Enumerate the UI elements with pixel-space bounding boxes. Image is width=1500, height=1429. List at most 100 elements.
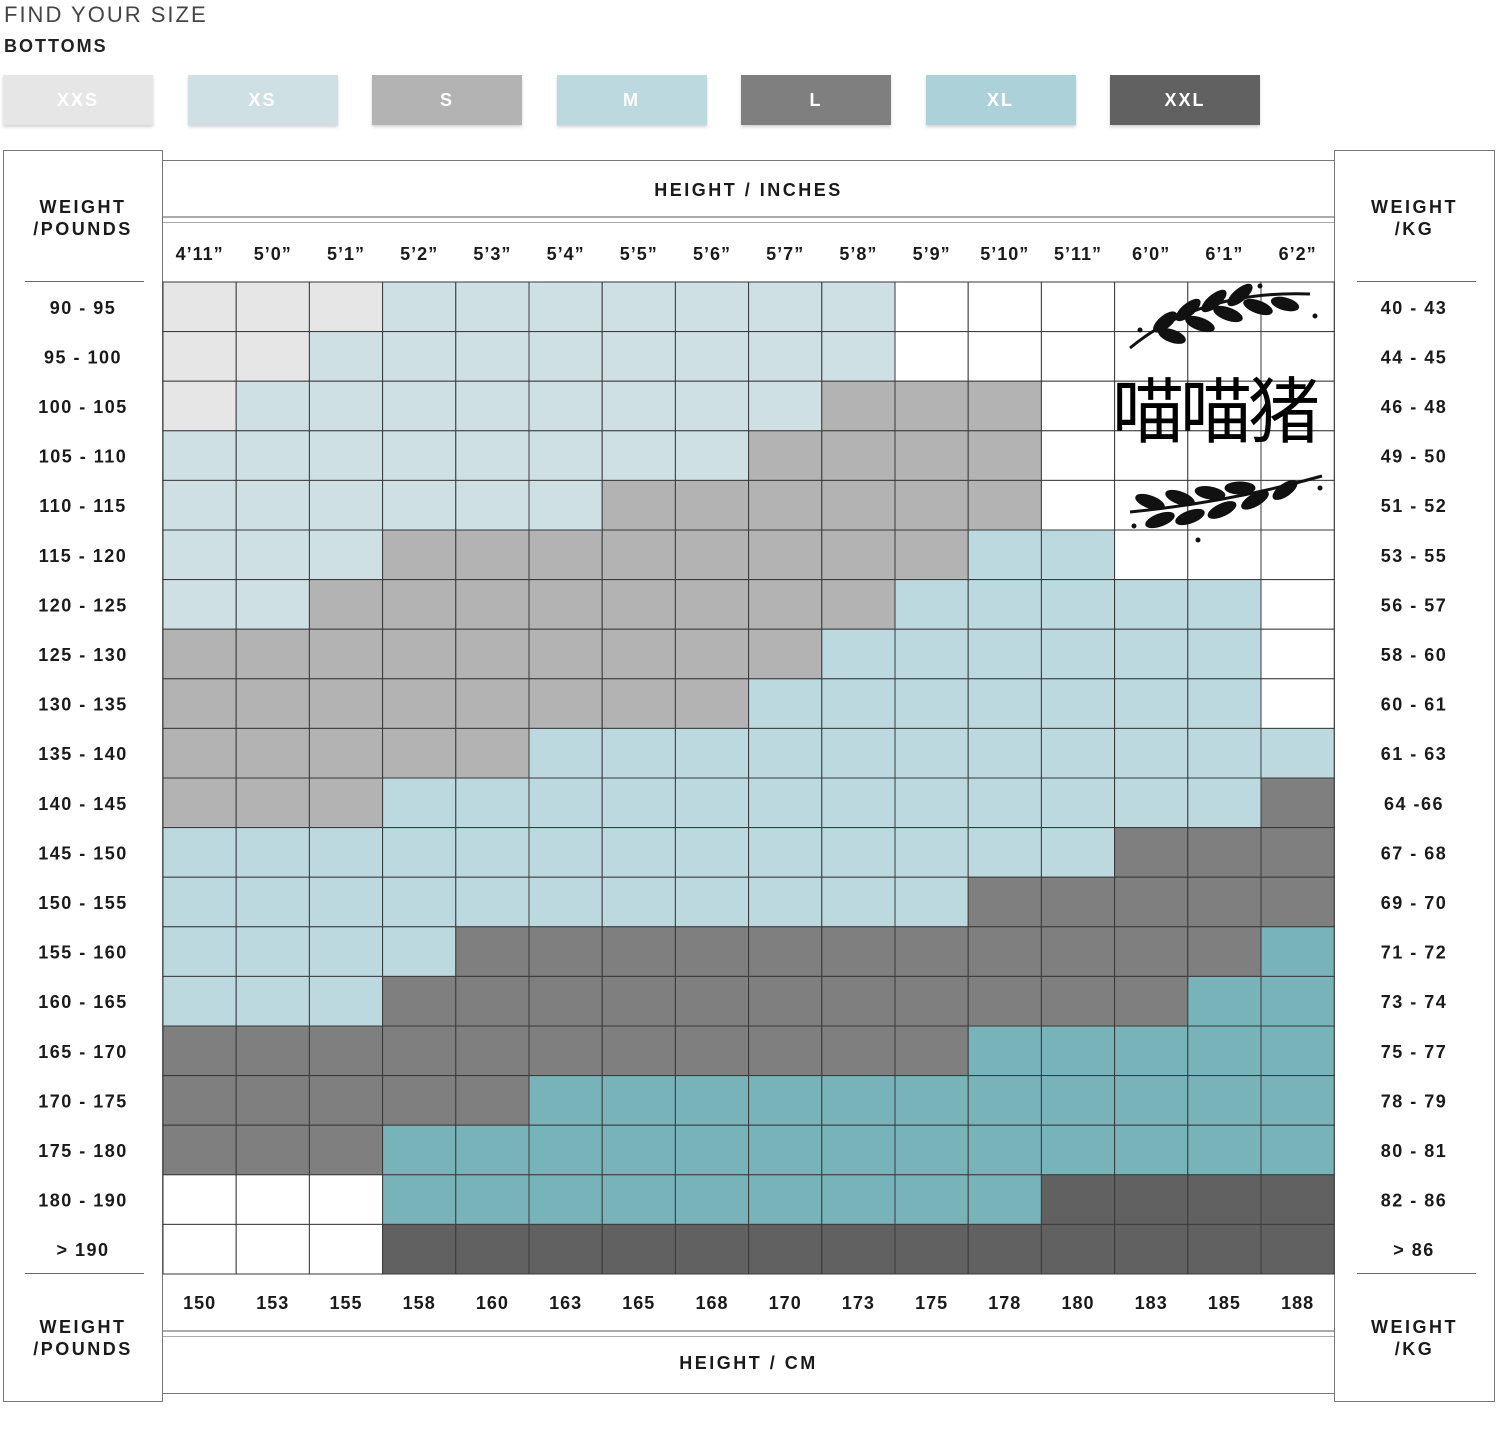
grid-cell (1114, 777, 1189, 829)
grid-cell (601, 975, 676, 1027)
grid-cell (455, 331, 530, 382)
tick-label-pounds: 135 - 140 (38, 744, 128, 764)
grid-cell (528, 777, 603, 829)
grid-cell (1114, 380, 1189, 432)
grid-cell (601, 628, 676, 680)
grid-cell (821, 529, 896, 581)
grid-cell (382, 975, 457, 1027)
grid-cell (674, 1223, 750, 1275)
tick-label-inches: 5’4” (547, 244, 585, 264)
grid-cell (967, 1124, 1042, 1176)
grid-cell (528, 331, 603, 382)
grid-cell (1114, 579, 1189, 630)
tick-label-kg: 46 - 48 (1381, 397, 1448, 417)
grid-cell (162, 628, 237, 680)
grid-cell (382, 827, 457, 878)
tick-label-pounds: 95 - 100 (44, 347, 122, 367)
grid-cell (967, 331, 1042, 382)
grid-cell (601, 827, 676, 878)
grid-cell (1187, 678, 1262, 729)
grid-cell (674, 876, 750, 928)
grid-cell (894, 926, 969, 977)
grid-cell (601, 1075, 676, 1126)
height-cm-label: HEIGHT / CM (679, 1353, 818, 1373)
grid-cell (235, 430, 310, 481)
grid-cell (455, 727, 530, 779)
grid-cell (1114, 975, 1189, 1027)
grid-cell (1114, 1174, 1189, 1225)
grid-cell (748, 331, 823, 382)
page-subtitle: BOTTOMS (4, 36, 108, 56)
left-weight-panel (3, 150, 163, 1402)
grid-cell (967, 628, 1042, 680)
grid-cell (894, 777, 969, 829)
tick-label-inches: 5’9” (913, 244, 951, 264)
tick-label-inches: 6’1” (1205, 244, 1243, 264)
grid-cell (382, 479, 457, 531)
tick-label-pounds: 105 - 110 (39, 447, 128, 467)
grid-cell (235, 827, 310, 878)
grid-cell (748, 1075, 823, 1126)
grid-cell (382, 281, 457, 333)
grid-cell (748, 1174, 823, 1225)
grid-cell (894, 479, 969, 531)
grid-cell (1040, 1124, 1116, 1176)
grid-cell (1040, 281, 1116, 333)
grid-cell (821, 678, 896, 729)
grid-cell (821, 331, 896, 382)
grid-cell (308, 876, 384, 928)
grid-cell (455, 827, 530, 878)
grid-cell (1187, 926, 1262, 977)
grid-cell (1040, 628, 1116, 680)
grid-cell (235, 876, 310, 928)
grid-cell (235, 1075, 310, 1126)
grid-cell (967, 281, 1042, 333)
grid-cell (308, 1124, 384, 1176)
grid-cell (382, 1174, 457, 1225)
grid-cell (162, 529, 237, 581)
grid-cell (1260, 1124, 1335, 1176)
grid-cell (821, 281, 896, 333)
grid-cell (308, 1025, 384, 1077)
grid-cell (601, 1174, 676, 1225)
grid-cell (1260, 678, 1335, 729)
grid-cell (308, 777, 384, 829)
grid-cell (1114, 1223, 1189, 1275)
grid-cell (1260, 727, 1335, 779)
grid-cell (235, 380, 310, 432)
tick-label-kg: 69 - 70 (1381, 893, 1448, 913)
grid-cell (235, 331, 310, 382)
tick-label-cm: 175 (915, 1293, 948, 1313)
grid-cell (1114, 876, 1189, 928)
tick-label-kg: 80 - 81 (1381, 1141, 1448, 1161)
tick-label-pounds: 160 - 165 (38, 992, 128, 1012)
grid-cell (528, 727, 603, 779)
grid-cell (1114, 529, 1189, 581)
grid-cell (528, 430, 603, 481)
tick-label-cm: 153 (256, 1293, 289, 1313)
page-title: FIND YOUR SIZE (4, 2, 208, 27)
grid-cell (967, 1223, 1042, 1275)
grid-cell (967, 380, 1042, 432)
grid-cell (528, 529, 603, 581)
tick-label-cm: 160 (476, 1293, 509, 1313)
grid-cell (674, 281, 750, 333)
grid-cell (382, 529, 457, 581)
grid-cell (748, 529, 823, 581)
grid-cell (674, 628, 750, 680)
grid-cell (821, 430, 896, 481)
grid-cell (894, 331, 969, 382)
tick-label-cm: 168 (695, 1293, 728, 1313)
grid-cell (1040, 975, 1116, 1027)
right-weight-panel (1334, 150, 1495, 1402)
grid-cell (1260, 827, 1335, 878)
grid-cell (894, 678, 969, 729)
grid-cell (1114, 430, 1189, 481)
grid-cell (601, 678, 676, 729)
grid-cell (528, 1075, 603, 1126)
grid-cell (748, 1124, 823, 1176)
grid-cell (1187, 628, 1262, 680)
grid-cell (821, 727, 896, 779)
tick-label-inches: 5’0” (254, 244, 292, 264)
